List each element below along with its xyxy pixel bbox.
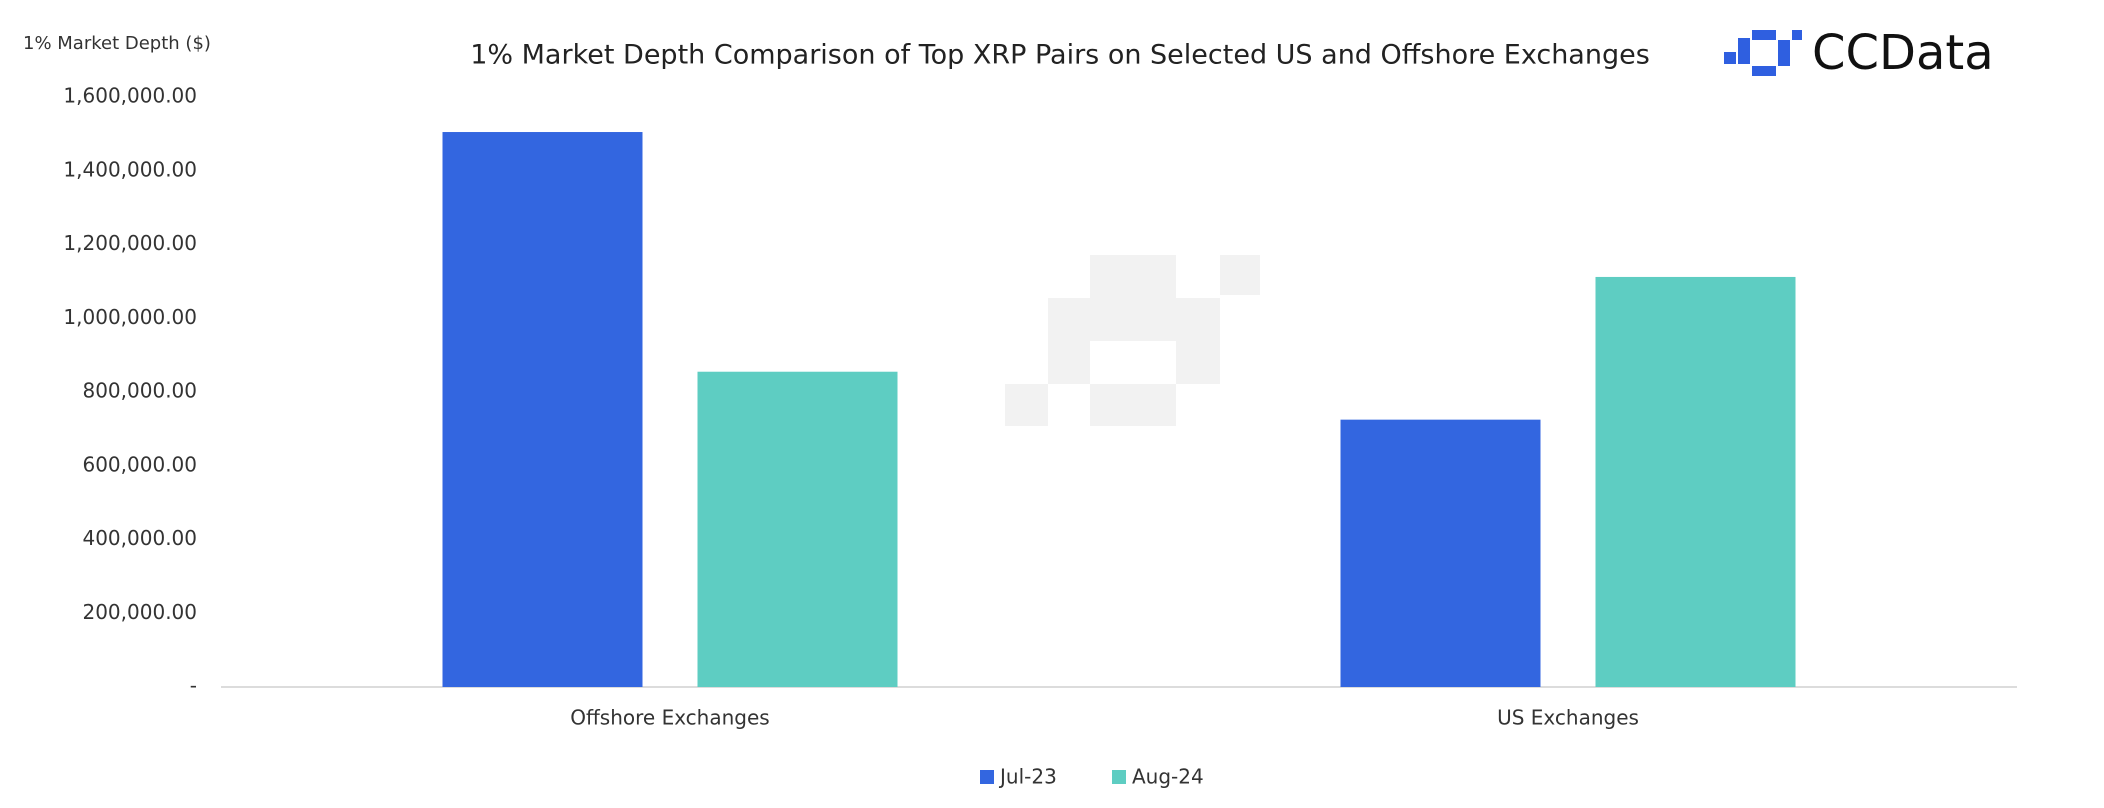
y-tick-label: - (190, 674, 197, 698)
bar (442, 132, 643, 687)
y-tick-label: 1,600,000.00 (63, 84, 197, 108)
y-tick-label: 400,000.00 (82, 526, 197, 550)
y-tick-label: 200,000.00 (82, 600, 197, 624)
y-tick-label: 1,400,000.00 (63, 157, 197, 181)
bar (1595, 276, 1796, 687)
y-tick-label: 1,200,000.00 (63, 231, 197, 255)
watermark (1005, 255, 1260, 426)
bar (1340, 419, 1541, 687)
legend-label: Aug-24 (1132, 765, 1204, 789)
logo-icon (1724, 30, 1802, 76)
legend-swatch (980, 770, 994, 784)
x-tick-label: Offshore Exchanges (570, 706, 769, 730)
legend-swatch (1112, 770, 1126, 784)
y-axis-title: 1% Market Depth ($) (23, 33, 211, 54)
legend-label: Jul-23 (998, 765, 1057, 789)
bar (697, 371, 898, 687)
chart-title: 1% Market Depth Comparison of Top XRP Pa… (470, 40, 1650, 71)
y-tick-label: 1,000,000.00 (63, 305, 197, 329)
y-tick-label: 800,000.00 (82, 379, 197, 403)
y-tick-label: 600,000.00 (82, 452, 197, 476)
logo-text: CCData (1812, 25, 1994, 81)
x-tick-label: US Exchanges (1497, 706, 1639, 730)
